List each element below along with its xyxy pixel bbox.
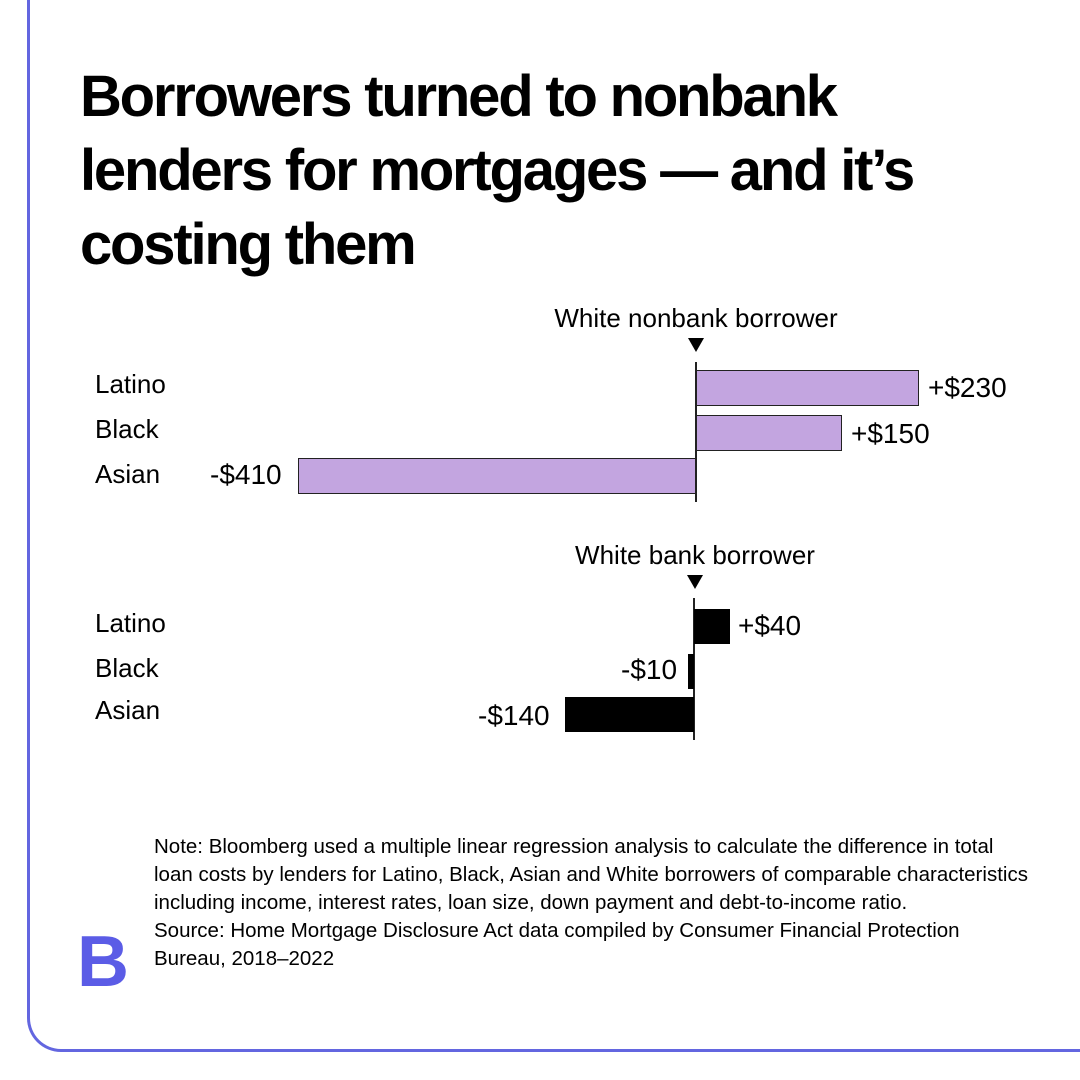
bar-black <box>688 654 694 689</box>
bar-latino <box>694 609 730 644</box>
reference-marker-icon <box>688 338 704 352</box>
category-label: Latino <box>95 369 166 399</box>
source-text: Source: Home Mortgage Disclosure Act dat… <box>154 919 960 970</box>
zero-axis <box>693 598 695 740</box>
category-label: Asian <box>95 695 161 725</box>
bar-black <box>696 415 842 451</box>
value-label: +$150 <box>851 418 930 449</box>
value-label: +$40 <box>738 610 802 641</box>
note-text: Note: Bloomberg used a multiple linear r… <box>154 835 1028 914</box>
category-label: Black <box>95 414 159 444</box>
card-frame <box>27 0 1080 1052</box>
bar-asian <box>298 458 696 494</box>
bar-asian <box>565 697 694 732</box>
category-label: Asian <box>95 459 161 489</box>
value-label: -$10 <box>621 654 678 685</box>
reference-label: White nonbank borrower <box>554 303 838 333</box>
value-label: -$140 <box>478 700 550 731</box>
reference-marker-icon <box>687 575 703 589</box>
footnote: Note: Bloomberg used a multiple linear r… <box>154 833 1034 973</box>
bloomberg-logo: B <box>77 922 129 1002</box>
category-label: Black <box>95 653 159 683</box>
category-label: Latino <box>95 608 166 638</box>
chart-title: Borrowers turned to nonbank lenders for … <box>80 64 915 277</box>
reference-label: White bank borrower <box>575 540 815 570</box>
value-label: -$410 <box>210 459 282 490</box>
bar-latino <box>696 370 919 406</box>
value-label: +$230 <box>928 372 1007 403</box>
